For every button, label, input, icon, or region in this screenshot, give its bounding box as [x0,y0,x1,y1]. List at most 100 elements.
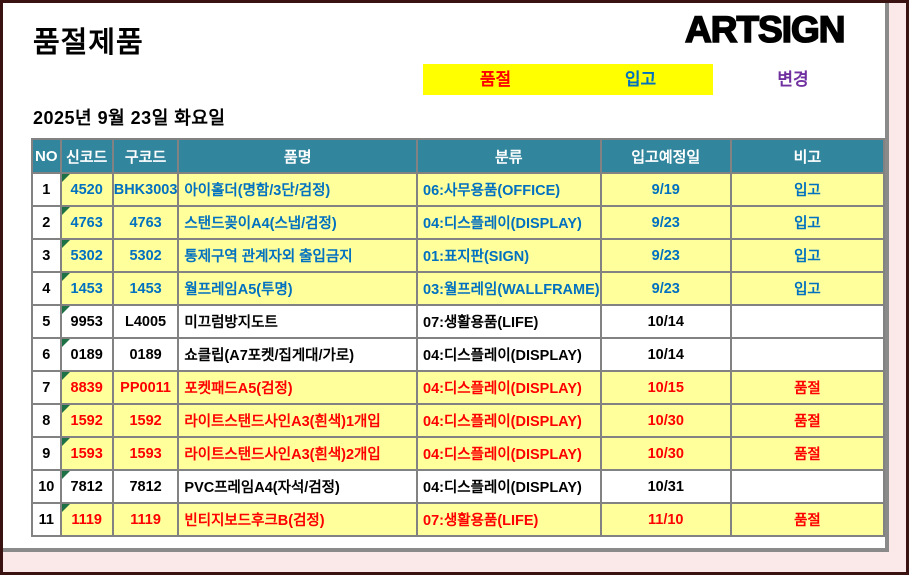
cell-no[interactable]: 2 [31,205,62,240]
cell-note[interactable]: 입고 [729,172,886,207]
cell-name[interactable]: 월프레임A5(투명) [177,271,418,306]
cell-new-code[interactable]: 4520 [59,172,114,207]
cell-name[interactable]: 스탠드꽂이A4(스냅/검정) [177,205,418,240]
cell-no[interactable]: 9 [31,436,62,471]
cell-note[interactable] [729,469,886,504]
cell-category[interactable]: 04:디스플레이(DISPLAY) [416,436,602,471]
cell-name[interactable]: 포켓패드A5(검정) [177,370,418,405]
table-row: 6 0189 0189 쇼클립(A7포켓/집게대/가로) 04:디스플레이(DISPLA… [31,337,886,372]
cell-new-code[interactable]: 1119 [59,502,114,537]
col-header-no: NO [31,138,62,174]
cell-old-code[interactable]: 7812 [111,469,180,504]
cell-category[interactable]: 04:디스플레이(DISPLAY) [416,403,602,438]
comment-flag-icon [62,241,70,248]
cell-new-code[interactable]: 9953 [59,304,114,339]
cell-due-date[interactable]: 9/23 [599,205,732,240]
cell-due-date[interactable]: 9/23 [599,271,732,306]
legend-changed: 변경 [777,70,809,89]
cell-no[interactable]: 5 [31,304,62,339]
cell-due-date[interactable]: 10/14 [599,337,732,372]
cell-name[interactable]: 빈티지보드후크B(검정) [177,502,418,537]
cell-new-code[interactable]: 4763 [59,205,114,240]
comment-flag-icon [62,373,70,380]
cell-category[interactable]: 03:월프레임(WALLFRAME) [416,271,602,306]
cell-name[interactable]: PVC프레임A4(자석/검정) [177,469,418,504]
cell-due-date[interactable]: 10/15 [599,370,732,405]
table-row: 5 9953 L4005 미끄럼방지도트 07:생활용품(LIFE) 10/14 [31,304,886,339]
cell-old-code[interactable]: 0189 [111,337,180,372]
cell-note[interactable]: 입고 [729,238,886,273]
cell-old-code[interactable]: 5302 [111,238,180,273]
comment-flag-icon [62,406,70,413]
cell-new-code[interactable]: 5302 [59,238,114,273]
cell-new-code[interactable]: 1593 [59,436,114,471]
cell-due-date[interactable]: 10/30 [599,436,732,471]
cell-no[interactable]: 10 [31,469,62,504]
cell-category[interactable]: 07:생활용품(LIFE) [416,304,602,339]
cell-due-date[interactable]: 11/10 [599,502,732,537]
table-body: 1 4520 BHK3003 아이홀더(명함/3단/검정) 06:사무용품(OFFICE… [31,172,886,537]
cell-name[interactable]: 미끄럼방지도트 [177,304,418,339]
cell-no[interactable]: 11 [31,502,62,537]
cell-category[interactable]: 04:디스플레이(DISPLAY) [416,337,602,372]
cell-name[interactable]: 통제구역 관계자외 출입금지 [177,238,418,273]
cell-note[interactable]: 품절 [729,370,886,405]
cell-category[interactable]: 07:생활용품(LIFE) [416,502,602,537]
cell-note[interactable]: 품절 [729,502,886,537]
cell-old-code[interactable]: 1453 [111,271,180,306]
cell-new-code[interactable]: 1592 [59,403,114,438]
cell-name[interactable]: 쇼클립(A7포켓/집게대/가로) [177,337,418,372]
cell-due-date[interactable]: 9/19 [599,172,732,207]
cell-category[interactable]: 01:표지판(SIGN) [416,238,602,273]
table-row: 11 1119 1119 빈티지보드후크B(검정) 07:생활용품(LIFE) 11/10… [31,502,886,537]
cell-new-code[interactable]: 7812 [59,469,114,504]
cell-due-date[interactable]: 10/30 [599,403,732,438]
cell-note[interactable]: 품절 [729,403,886,438]
cell-note[interactable]: 입고 [729,205,886,240]
comment-flag-icon [62,274,70,281]
cell-name[interactable]: 아이홀더(명함/3단/검정) [177,172,418,207]
col-header-note: 비고 [729,138,886,174]
cell-old-code[interactable]: PP0011 [111,370,180,405]
cell-due-date[interactable]: 10/14 [599,304,732,339]
legend-soldout: 품절 [423,64,568,95]
report-date: 2025년 9월 23일 화요일 [33,108,226,128]
comment-flag-icon [62,208,70,215]
artsign-logo: ARTSIGN [684,8,846,51]
table-row: 4 1453 1453 월프레임A5(투명) 03:월프레임(WALLFRAME) 9/2… [31,271,886,306]
cell-old-code[interactable]: 1592 [111,403,180,438]
cell-no[interactable]: 4 [31,271,62,306]
cell-old-code[interactable]: BHK3003 [111,172,180,207]
table-row: 2 4763 4763 스탠드꽂이A4(스냅/검정) 04:디스플레이(DISPLAY)… [31,205,886,240]
cell-new-code[interactable]: 8839 [59,370,114,405]
cell-note[interactable]: 입고 [729,271,886,306]
table-row: 8 1592 1592 라이트스탠드사인A3(흰색)1개입 04:디스플레이(DISPL… [31,403,886,438]
cell-due-date[interactable]: 10/31 [599,469,732,504]
cell-old-code[interactable]: 4763 [111,205,180,240]
cell-name[interactable]: 라이트스탠드사인A3(흰색)1개입 [177,403,418,438]
comment-flag-icon [62,307,70,314]
cell-due-date[interactable]: 9/23 [599,238,732,273]
cell-no[interactable]: 3 [31,238,62,273]
cell-note[interactable] [729,304,886,339]
cell-old-code[interactable]: 1119 [111,502,180,537]
status-legend: 품절 입고 변경 [423,64,873,95]
cell-no[interactable]: 6 [31,337,62,372]
comment-flag-icon [62,505,70,512]
cell-new-code[interactable]: 1453 [59,271,114,306]
cell-category[interactable]: 04:디스플레이(DISPLAY) [416,469,602,504]
cell-old-code[interactable]: L4005 [111,304,180,339]
window-margin: 품절제품 ARTSIGN 품절 입고 변경 2025년 9월 23일 화요일 N… [3,3,906,572]
cell-category[interactable]: 04:디스플레이(DISPLAY) [416,205,602,240]
cell-old-code[interactable]: 1593 [111,436,180,471]
cell-name[interactable]: 라이트스탠드사인A3(흰색)2개입 [177,436,418,471]
cell-no[interactable]: 8 [31,403,62,438]
cell-category[interactable]: 04:디스플레이(DISPLAY) [416,370,602,405]
cell-no[interactable]: 1 [31,172,62,207]
cell-category[interactable]: 06:사무용품(OFFICE) [416,172,602,207]
table-row: 1 4520 BHK3003 아이홀더(명함/3단/검정) 06:사무용품(OFFICE… [31,172,886,207]
cell-note[interactable]: 품절 [729,436,886,471]
cell-new-code[interactable]: 0189 [59,337,114,372]
cell-no[interactable]: 7 [31,370,62,405]
cell-note[interactable] [729,337,886,372]
